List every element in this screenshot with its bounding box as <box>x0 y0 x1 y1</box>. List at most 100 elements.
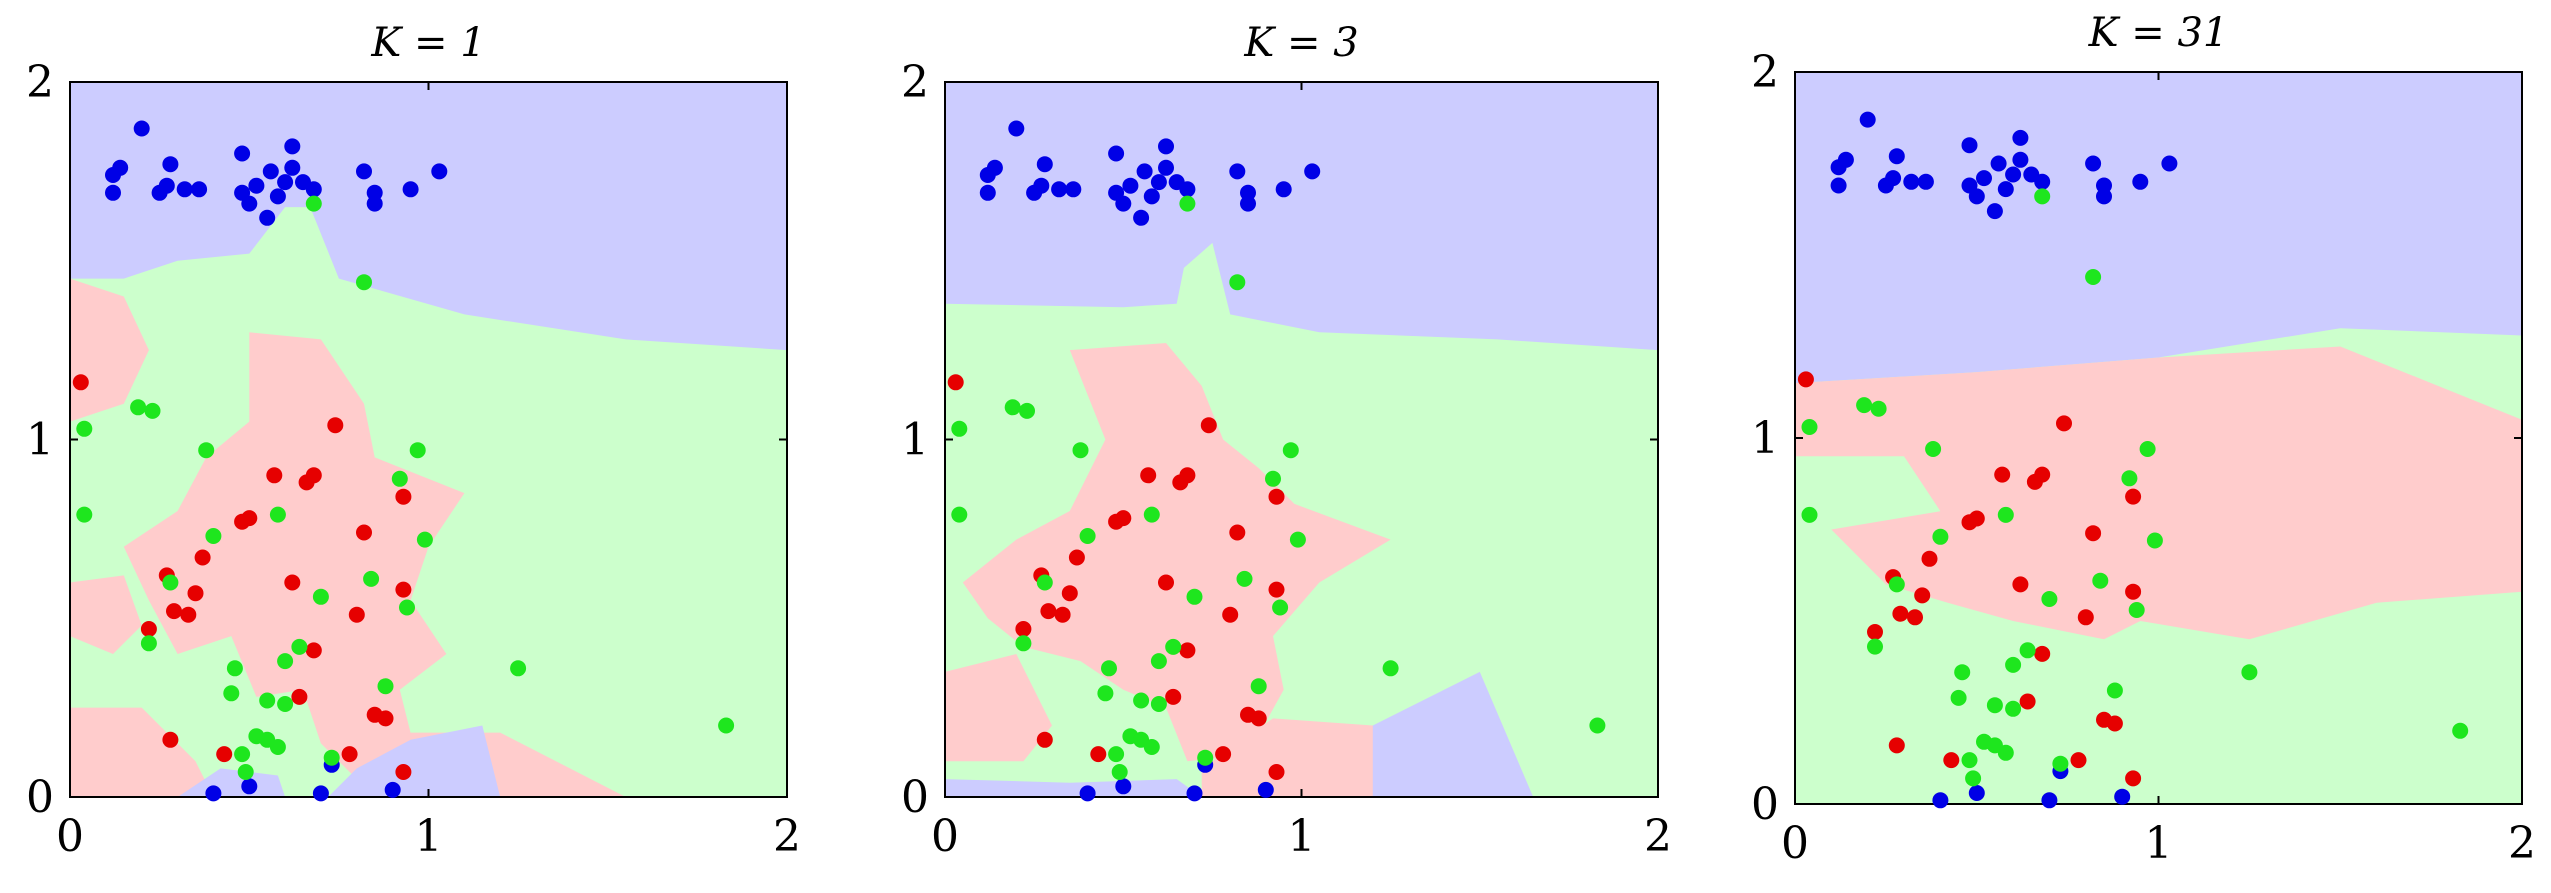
point-blue <box>1115 195 1132 212</box>
point-blue <box>1917 173 1934 190</box>
point-blue <box>431 163 448 180</box>
point-green <box>2128 602 2145 618</box>
point-blue <box>1051 181 1068 198</box>
point-blue <box>986 159 1003 176</box>
point-green <box>2452 722 2469 739</box>
region-red <box>2158 529 2522 592</box>
point-red <box>2019 693 2036 710</box>
region-red <box>123 332 465 780</box>
point-green <box>1143 739 1160 755</box>
point-green <box>1589 717 1606 734</box>
point-green <box>2052 755 2069 772</box>
point-green <box>2092 572 2109 589</box>
region-blue <box>328 725 501 797</box>
point-green <box>277 696 294 712</box>
point-red <box>1108 513 1125 530</box>
point-blue <box>2034 173 2051 190</box>
point-red <box>947 374 964 391</box>
y-tick-label: 1 <box>1751 413 1779 464</box>
point-green <box>1236 570 1253 587</box>
point-green <box>130 399 147 416</box>
point-red <box>1015 621 1032 637</box>
point-red <box>166 603 182 620</box>
point-red <box>162 731 179 748</box>
point-green <box>718 717 735 734</box>
point-blue <box>284 159 301 176</box>
point-red <box>1140 467 1157 484</box>
region-blue <box>177 768 286 797</box>
region-red <box>945 654 1052 762</box>
point-red <box>1054 606 1071 623</box>
point-blue <box>241 778 258 795</box>
point-red <box>194 549 211 566</box>
point-green <box>1954 664 1971 681</box>
point-red <box>1943 752 1960 769</box>
point-blue <box>269 188 286 205</box>
point-green <box>76 420 93 437</box>
point-green <box>1925 441 1942 457</box>
point-red <box>1090 746 1107 763</box>
point-green <box>1888 576 1905 593</box>
region-red <box>70 575 142 654</box>
point-blue <box>1008 120 1025 137</box>
point-red <box>2034 645 2051 662</box>
x-tick-label: 0 <box>1781 818 1809 869</box>
point-green <box>76 506 93 523</box>
point-green <box>1950 689 1967 706</box>
point-green <box>226 660 243 677</box>
point-blue <box>1990 155 2007 172</box>
point-red <box>1268 581 1285 598</box>
point-green <box>951 506 968 523</box>
point-blue <box>1186 785 1203 802</box>
x-tick-label: 1 <box>415 811 443 862</box>
point-green <box>1133 692 1150 709</box>
series-green <box>76 195 735 780</box>
point-blue <box>1108 145 1125 162</box>
point-green <box>1101 660 1117 677</box>
point-blue <box>366 195 383 212</box>
point-blue <box>356 163 372 180</box>
point-green <box>399 599 415 616</box>
point-green <box>1986 697 2003 714</box>
point-red <box>180 606 197 623</box>
point-blue <box>2096 188 2112 205</box>
point-green <box>1289 531 1306 548</box>
series-red <box>72 374 412 780</box>
point-green <box>2241 664 2258 681</box>
point-green <box>2139 441 2156 457</box>
point-blue <box>133 120 150 137</box>
point-blue <box>1997 181 2014 198</box>
point-blue <box>1877 177 1894 194</box>
point-green <box>269 739 286 755</box>
point-green <box>305 195 322 212</box>
point-red <box>1068 549 1085 566</box>
point-green <box>198 442 215 459</box>
region-blue <box>70 82 787 351</box>
point-red <box>395 488 412 505</box>
point-green <box>162 574 179 591</box>
x-tick-label: 0 <box>56 811 84 862</box>
region-red <box>70 707 214 797</box>
point-blue <box>205 785 222 802</box>
point-red <box>291 688 308 705</box>
point-blue <box>1837 151 1854 168</box>
point-green <box>1072 442 1089 459</box>
point-green <box>291 638 308 655</box>
point-green <box>1186 588 1203 605</box>
point-blue <box>1036 156 1053 173</box>
point-blue <box>1961 137 1978 154</box>
point-blue <box>277 174 294 191</box>
point-blue <box>234 145 251 162</box>
point-red <box>1061 585 1078 602</box>
point-green <box>391 470 408 487</box>
point-blue <box>248 177 265 194</box>
series-blue <box>979 120 1321 802</box>
point-green <box>140 635 157 652</box>
point-blue <box>284 138 301 155</box>
point-blue <box>1932 792 1949 809</box>
point-blue <box>1150 174 1167 191</box>
point-green <box>1179 195 1196 212</box>
panel-title: K = 1 <box>370 20 485 66</box>
point-green <box>1036 574 1053 591</box>
